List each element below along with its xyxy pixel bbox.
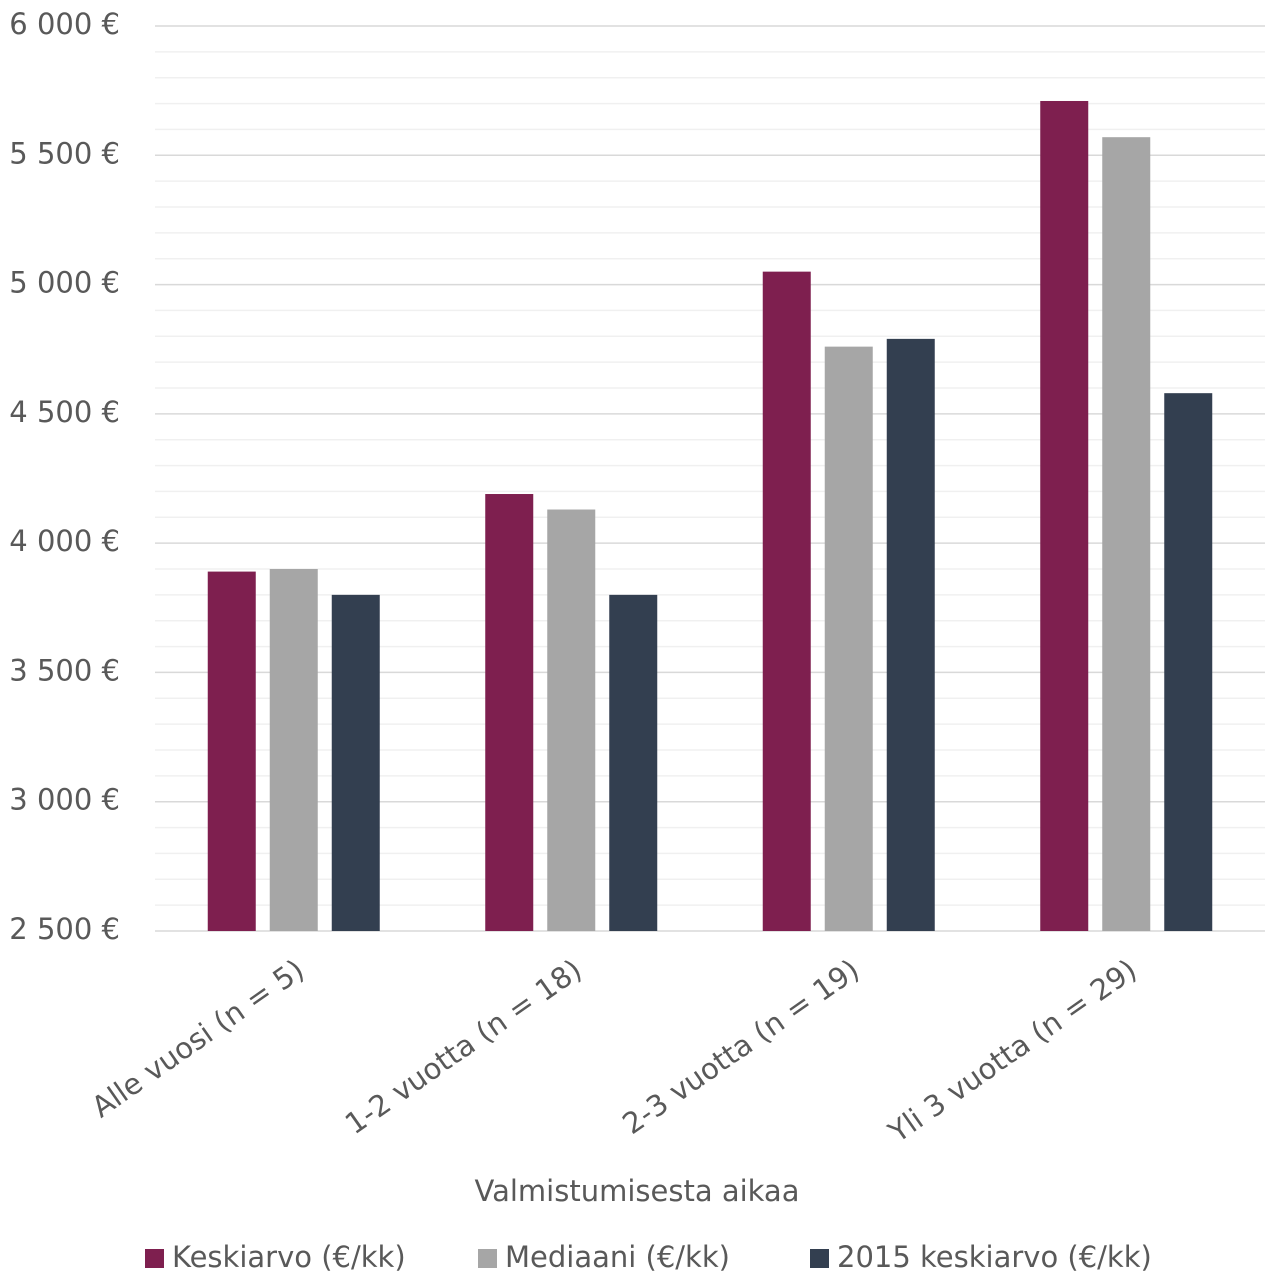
y-tick-label: 4 500 € xyxy=(9,395,120,429)
y-tick-label: 4 000 € xyxy=(9,524,120,558)
x-tick-label: Yli 3 vuotta (n = 29) xyxy=(881,952,1142,1149)
legend-label: 2015 keskiarvo (€/kk) xyxy=(837,1240,1152,1274)
x-tick-label: 2-3 vuotta (n = 19) xyxy=(616,952,865,1141)
y-tick-label: 2 500 € xyxy=(9,912,120,946)
x-axis-label: Valmistumisesta aikaa xyxy=(475,1174,800,1208)
bar xyxy=(331,594,380,931)
bar xyxy=(485,494,534,931)
legend-label: Keskiarvo (€/kk) xyxy=(172,1240,406,1274)
legend-swatch xyxy=(810,1249,829,1268)
y-tick-label: 5 500 € xyxy=(9,136,120,170)
bar xyxy=(207,571,256,931)
bar xyxy=(609,594,658,931)
y-tick-label: 6 000 € xyxy=(9,7,120,41)
legend-swatch xyxy=(478,1249,497,1268)
bar xyxy=(886,338,935,931)
legend-label: Mediaani (€/kk) xyxy=(505,1240,730,1274)
bar xyxy=(824,346,873,932)
bar xyxy=(547,509,596,931)
x-tick-label: Alle vuosi (n = 5) xyxy=(85,952,310,1124)
y-tick-label: 3 000 € xyxy=(9,783,120,817)
y-tick-label: 5 000 € xyxy=(9,266,120,300)
bar xyxy=(762,271,811,932)
bar xyxy=(1102,137,1151,931)
y-tick-label: 3 500 € xyxy=(9,653,120,687)
legend-swatch xyxy=(145,1249,164,1268)
bar xyxy=(1040,100,1089,931)
bar xyxy=(269,569,318,931)
x-tick-label: 1-2 vuotta (n = 18) xyxy=(339,952,588,1141)
bar xyxy=(1164,393,1213,932)
